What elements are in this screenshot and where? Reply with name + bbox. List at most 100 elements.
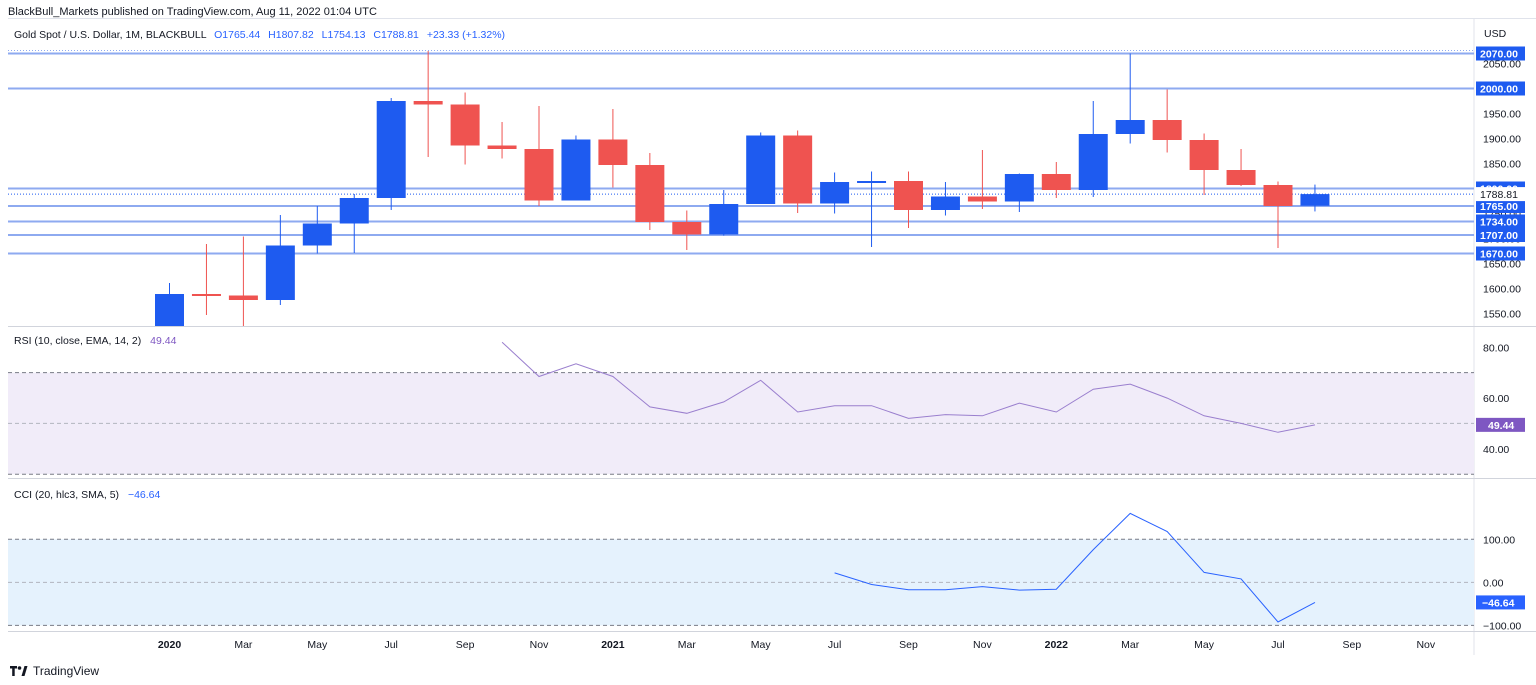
price-tick-label: 1550.00 — [1483, 309, 1521, 321]
rsi-value: 49.44 — [150, 335, 177, 347]
price-legend: Gold Spot / U.S. Dollar, 1M, BLACKBULL O… — [14, 29, 505, 41]
candle-up[interactable] — [265, 245, 295, 301]
candle-down[interactable] — [1041, 174, 1071, 190]
candle-down[interactable] — [967, 196, 997, 202]
symbol-label[interactable]: Gold Spot / U.S. Dollar, 1M, BLACKBULL — [14, 29, 207, 41]
candle-down[interactable] — [894, 181, 923, 210]
tradingview-logo[interactable]: TradingView — [10, 664, 99, 678]
level-tag: 1734.00 — [1480, 217, 1518, 229]
candle-up[interactable] — [930, 196, 960, 211]
high-value: H1807.82 — [268, 29, 314, 41]
candle-down[interactable] — [1226, 170, 1256, 185]
candle-down[interactable] — [524, 149, 554, 201]
tradingview-logo-icon — [10, 666, 28, 676]
candle-down[interactable] — [228, 295, 258, 301]
cci-legend: CCI (20, hlc3, SMA, 5) −46.64 — [14, 489, 160, 501]
level-tag: 2000.00 — [1480, 84, 1518, 96]
candle-up[interactable] — [1078, 134, 1108, 190]
candle-down[interactable] — [413, 101, 443, 105]
time-tick-label: Mar — [234, 639, 253, 651]
candle-up[interactable] — [746, 135, 776, 205]
price-tick-label: 1850.00 — [1483, 159, 1521, 171]
cci-tick-label: −100.00 — [1483, 620, 1521, 632]
rsi-value-tag: 49.44 — [1488, 420, 1514, 432]
rsi-label[interactable]: RSI (10, close, EMA, 14, 2) — [14, 335, 142, 347]
time-tick-label: Jul — [1271, 639, 1284, 651]
time-tick-label: Mar — [1121, 639, 1140, 651]
cci-value-tag-bg — [1476, 595, 1525, 610]
candle-down[interactable] — [635, 165, 665, 222]
candle-up[interactable] — [155, 294, 184, 329]
time-tick-label: Nov — [530, 639, 549, 651]
price-tick-label: 1950.00 — [1483, 109, 1521, 121]
time-tick-label: 2020 — [158, 639, 182, 651]
time-tick-label: May — [751, 639, 772, 651]
candle-down[interactable] — [783, 135, 813, 204]
candle-up[interactable] — [339, 198, 369, 224]
cci-value-tag: −46.64 — [1482, 597, 1515, 609]
level-tag: 1707.00 — [1480, 230, 1518, 242]
candle-down[interactable] — [1189, 140, 1219, 170]
time-tick-label: Jul — [828, 639, 841, 651]
candle-up[interactable] — [302, 223, 332, 246]
level-tag-bg — [1476, 228, 1525, 242]
time-tick-label: May — [307, 639, 328, 651]
cci-tick-label: 0.00 — [1483, 577, 1504, 589]
rsi-value-tag-bg — [1476, 417, 1525, 432]
time-tick-label: Nov — [1416, 639, 1435, 651]
candle-down[interactable] — [487, 145, 517, 150]
publisher-line: BlackBull_Markets published on TradingVi… — [8, 6, 377, 18]
candle-down[interactable] — [1152, 120, 1182, 140]
time-tick-label: Sep — [1343, 639, 1362, 651]
level-tag-bg — [1476, 199, 1525, 213]
current-price-tag-bg — [1476, 187, 1525, 202]
candle-up[interactable] — [820, 182, 850, 204]
cci-value: −46.64 — [127, 489, 161, 501]
candle-up[interactable] — [1300, 194, 1330, 206]
time-tick-label: Mar — [678, 639, 697, 651]
candle-up[interactable] — [1115, 120, 1145, 134]
rsi-tick-label: 60.00 — [1483, 393, 1509, 405]
level-tag-bg — [1476, 214, 1525, 229]
time-tick-label: Sep — [899, 639, 918, 651]
candle-up[interactable] — [1004, 174, 1034, 202]
open-value: O1765.44 — [214, 29, 261, 41]
level-tag-bg — [1476, 81, 1525, 96]
level-tag: 1670.00 — [1480, 249, 1518, 261]
rsi-line[interactable] — [501, 341, 1316, 433]
candle-up[interactable] — [376, 101, 406, 198]
candle-down[interactable] — [450, 104, 480, 146]
time-tick-label: 2021 — [601, 639, 625, 651]
price-tick-label: 1600.00 — [1483, 284, 1521, 296]
cci-line[interactable] — [834, 512, 1316, 623]
level-tag-bg — [1476, 46, 1525, 61]
candle-down[interactable] — [191, 294, 221, 296]
time-tick-label: May — [1194, 639, 1215, 651]
candle-down[interactable] — [598, 139, 628, 166]
candle-up[interactable] — [709, 204, 739, 235]
current-price-tag: 1788.81 — [1480, 189, 1518, 201]
rsi-tick-label: 40.00 — [1483, 444, 1509, 456]
level-tag-bg — [1476, 246, 1525, 261]
time-tick-label: Nov — [973, 639, 992, 651]
time-tick-label: 2022 — [1045, 639, 1069, 651]
level-tag: 2070.00 — [1480, 49, 1518, 61]
time-tick-label: Sep — [456, 639, 475, 651]
candle-down[interactable] — [672, 222, 702, 235]
price-tick-label: 1900.00 — [1483, 134, 1521, 146]
rsi-legend: RSI (10, close, EMA, 14, 2) 49.44 — [14, 335, 176, 347]
price-tick-label: 1650.00 — [1483, 259, 1521, 271]
time-tick-label: Jul — [384, 639, 397, 651]
tradingview-brand: TradingView — [33, 664, 100, 678]
candle-up[interactable] — [561, 139, 591, 201]
close-value: C1788.81 — [373, 29, 419, 41]
currency-label: USD — [1484, 28, 1507, 40]
cci-label[interactable]: CCI (20, hlc3, SMA, 5) — [14, 489, 120, 501]
cci-tick-label: 100.00 — [1483, 534, 1515, 546]
candle-up[interactable] — [857, 181, 887, 183]
rsi-tick-label: 80.00 — [1483, 342, 1509, 354]
low-value: L1754.13 — [321, 29, 366, 41]
candle-down[interactable] — [1263, 185, 1293, 206]
